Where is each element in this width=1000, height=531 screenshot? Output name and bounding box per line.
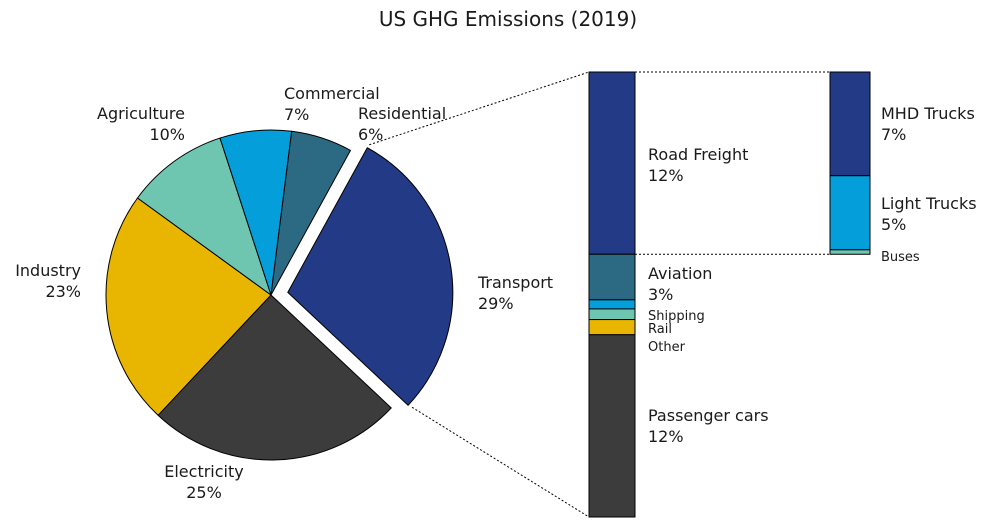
pie-chart: Transport 29% Electricity 25% Industry 23% Agr… — [15, 84, 553, 502]
road-freight-breakdown-label-mhd-trucks: MHD Trucks 7% — [881, 104, 975, 144]
pie-label-electricity: Electricity 25% — [164, 462, 243, 502]
pie-label-commercial: Commercial 7% — [284, 84, 380, 124]
transport-breakdown-label-passenger-cars: Passenger cars 12% — [648, 406, 769, 446]
transport-breakdown-label-aviation: Aviation 3% — [648, 264, 712, 304]
chart-title: US GHG Emissions (2019) — [379, 7, 637, 31]
transport-breakdown-label-rail: Rail — [648, 322, 672, 337]
pie-slice-electricity — [157, 294, 392, 461]
road-freight-breakdown-segment-buses — [829, 249, 871, 255]
road-freight-breakdown-segment-mhd-trucks — [829, 71, 871, 177]
road-freight-breakdown-segment-light-trucks — [829, 175, 871, 251]
pie-label-transport: Transport 29% — [477, 273, 553, 313]
pie-slice-residential — [270, 130, 351, 296]
road-freight-breakdown-label-light-trucks: Light Trucks 5% — [881, 194, 977, 234]
transport-breakdown-label-shipping: Shipping — [648, 309, 705, 324]
transport-breakdown-label-other: Other — [648, 340, 686, 355]
road-freight-breakdown-bar: MHD Trucks 7% Light Trucks 5% Buses — [829, 71, 977, 265]
transport-breakdown-segment-other — [588, 319, 636, 336]
pie-slice-agriculture — [137, 137, 272, 296]
transport-breakdown-label-road-freight: Road Freight 12% — [648, 145, 748, 185]
breakdown-connectors — [369, 71, 830, 518]
connector-transport-top — [369, 71, 590, 146]
transport-breakdown-segment-shipping — [588, 299, 636, 310]
pie-label-industry: Industry 23% — [15, 261, 81, 301]
transport-breakdown-segment-aviation — [588, 253, 636, 301]
connector-transport-bottom — [411, 406, 590, 518]
transport-breakdown-segment-road-freight — [588, 71, 636, 255]
road-freight-breakdown-label-buses: Buses — [881, 250, 920, 265]
transport-breakdown-segment-rail — [588, 308, 636, 321]
pie-slice-transport — [287, 147, 454, 406]
pie-slice-industry — [105, 197, 272, 416]
pie-label-agriculture: Agriculture 10% — [97, 104, 185, 144]
transport-breakdown-segment-passenger-cars — [588, 334, 636, 518]
pie-label-residential: Residential 6% — [358, 104, 446, 144]
